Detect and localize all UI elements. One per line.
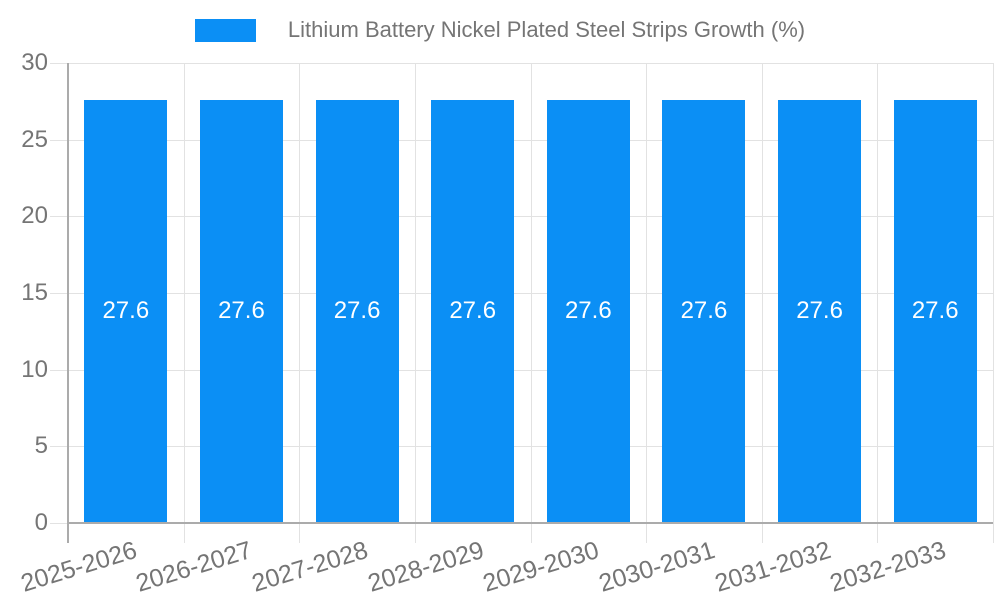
bar-2027-2028[interactable]: 27.6 [315, 99, 399, 523]
y-tick-label: 0 [34, 509, 48, 536]
y-tick-label: 30 [21, 49, 48, 76]
y-tick-20 [50, 216, 68, 218]
legend-label: Lithium Battery Nickel Plated Steel Stri… [287, 17, 806, 42]
y-tick-10 [50, 369, 68, 371]
y-tick-label: 20 [21, 202, 48, 230]
bar-2026-2027[interactable]: 27.6 [199, 99, 283, 523]
gridline-x-5 [646, 63, 648, 543]
gridline-x-3 [414, 63, 416, 543]
bar-value-label: 27.6 [102, 297, 150, 325]
y-tick-0 [50, 523, 68, 524]
x-axis-line [68, 522, 993, 524]
gridline-x-4 [530, 63, 532, 543]
bar-2029-2030[interactable]: 27.6 [546, 99, 630, 523]
bar-2030-2031[interactable]: 27.6 [662, 99, 746, 523]
bar-2032-2033[interactable]: 27.6 [893, 99, 977, 523]
y-tick-5 [50, 446, 68, 448]
gridline-x-2 [299, 63, 301, 543]
bar-2025-2026[interactable]: 27.6 [84, 99, 168, 523]
bar-2031-2032[interactable]: 27.6 [778, 99, 862, 523]
y-tick-label: 25 [21, 125, 48, 153]
bar-value-label: 27.6 [449, 297, 497, 325]
y-tick-15 [50, 293, 68, 294]
bar-value-label: 27.6 [911, 297, 959, 325]
gridline-x-1 [183, 63, 185, 543]
bar-value-label: 27.6 [218, 297, 265, 325]
gridline-x-8 [993, 63, 994, 543]
y-tick-label: 15 [21, 279, 48, 306]
bar-value-label: 27.6 [680, 297, 728, 325]
bar-value-label: 27.6 [564, 297, 612, 325]
bar-2028-2029[interactable]: 27.6 [431, 99, 515, 523]
bar-value-label: 27.6 [333, 297, 381, 325]
y-tick-label: 5 [34, 432, 48, 460]
y-tick-label: 10 [21, 355, 48, 383]
legend[interactable]: Lithium Battery Nickel Plated Steel Stri… [0, 17, 1000, 43]
y-tick-30 [50, 63, 68, 64]
y-tick-25 [50, 139, 68, 141]
gridline-x-7 [877, 63, 879, 543]
legend-swatch [194, 18, 256, 42]
bar-value-label: 27.6 [796, 297, 843, 325]
y-axis-line [67, 63, 69, 543]
gridline-x-6 [761, 63, 763, 543]
